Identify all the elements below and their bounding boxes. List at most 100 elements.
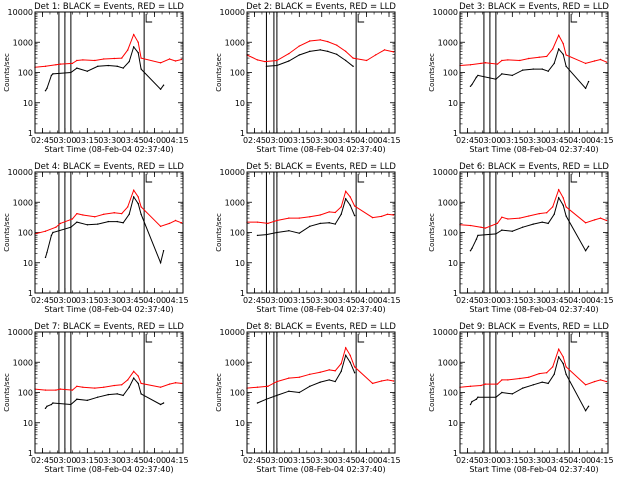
series-lld-point	[538, 56, 540, 58]
x-tick-label: 03:45	[546, 136, 569, 145]
x-tick-label: 04:00	[143, 296, 166, 305]
x-tick-label: 02:45	[456, 296, 479, 305]
series-lld-point	[340, 206, 342, 208]
series-events-point	[122, 394, 124, 397]
series-events-point	[97, 223, 99, 225]
series-events-point	[122, 67, 124, 69]
x-tick-label: 03:00	[53, 136, 76, 145]
x-tick-label: 04:15	[590, 456, 613, 465]
series-events-point	[553, 213, 555, 215]
series-lld-point	[180, 222, 183, 224]
series-events-point	[469, 403, 472, 406]
series-lld-point	[565, 206, 567, 208]
series-events-point	[557, 356, 560, 358]
series-events-point	[52, 73, 54, 75]
series-events-point	[477, 74, 479, 77]
series-lld-point	[501, 59, 503, 62]
series-events-point	[469, 250, 472, 252]
y-tick-label: 10000	[433, 8, 458, 17]
y-tick-label: 1000	[438, 198, 458, 207]
series-events-point	[309, 385, 311, 388]
series-events-line	[45, 195, 165, 265]
y-tick-label: 1	[453, 129, 458, 138]
series-events-point	[340, 213, 342, 215]
y-tick-label: 10	[448, 419, 458, 428]
y-axis-label: Counts/sec	[428, 373, 436, 412]
panel-det-8: Det 8: BLACK = Events, RED = LLD 1 10 100 10…	[215, 322, 401, 474]
panel-det-5: Det 5: BLACK = Events, RED = LLD 1 10 100 10…	[215, 162, 401, 314]
series-lld-point	[593, 219, 596, 221]
series-lld-point	[519, 59, 521, 62]
series-lld-point	[484, 62, 487, 64]
x-tick-label: 03:30	[98, 296, 121, 305]
y-tick-label: 1	[453, 289, 458, 298]
series-lld-point	[103, 213, 105, 215]
series-events-point	[522, 387, 524, 389]
series-lld-point	[349, 354, 351, 356]
series-lld-point	[159, 386, 162, 388]
x-tick-label: 04:15	[590, 296, 613, 305]
x-tick-label: 03:45	[333, 136, 356, 145]
series-lld-point	[501, 216, 503, 218]
end-flag-mark	[570, 334, 578, 343]
x-axis-label: Start Time (08-Feb-04 02:37:40)	[256, 465, 385, 474]
series-events-point	[107, 393, 109, 396]
series-lld-point	[113, 384, 115, 387]
series-lld-line	[34, 370, 182, 391]
y-tick-label: 1	[28, 289, 33, 298]
y-tick-label: 1000	[438, 358, 458, 367]
series-lld-point	[267, 385, 269, 388]
series-events-point	[587, 80, 590, 83]
y-tick-label: 100	[443, 389, 458, 398]
series-events-point	[511, 393, 514, 395]
series-lld-point	[469, 385, 472, 388]
series-lld-point	[288, 52, 290, 55]
series-events-point	[107, 220, 109, 223]
series-events-point	[541, 381, 543, 383]
y-tick-label: 10	[448, 99, 458, 108]
x-tick-label: 03:30	[310, 136, 333, 145]
series-lld-point	[180, 382, 183, 385]
x-tick-label: 03:00	[265, 456, 288, 465]
series-lld-point	[565, 366, 567, 368]
y-tick-label: 1	[240, 289, 245, 298]
series-lld-point	[82, 386, 84, 388]
series-lld-point	[507, 218, 509, 220]
series-lld-point	[507, 59, 509, 61]
x-tick-label: 04:00	[143, 456, 166, 465]
series-lld-point	[519, 217, 521, 219]
series-events-point	[298, 54, 301, 56]
x-tick-label: 04:00	[568, 456, 591, 465]
series-lld-point	[59, 222, 62, 225]
series-events-point	[265, 65, 268, 68]
y-tick-label: 10000	[8, 8, 33, 17]
series-events-point	[288, 229, 290, 232]
series-lld-point	[309, 216, 311, 218]
series-events-line	[470, 196, 590, 252]
panel-det-2: Det 2: BLACK = Events, RED = LLD 1 10 100 10…	[215, 2, 401, 154]
series-lld-point	[335, 44, 338, 46]
series-events-point	[256, 234, 259, 237]
series-events-point	[319, 49, 321, 51]
series-lld-point	[94, 387, 96, 389]
series-lld-point	[256, 59, 259, 61]
series-lld-point	[288, 377, 290, 379]
x-tick-label: 04:00	[355, 456, 378, 465]
y-tick-label: 1000	[13, 38, 33, 47]
series-events-point	[553, 373, 555, 375]
series-events-point	[353, 372, 356, 374]
series-events-point	[471, 400, 473, 403]
series-events-point	[132, 46, 135, 48]
series-lld-point	[383, 49, 386, 51]
series-events-point	[344, 354, 347, 356]
x-tick-label: 03:30	[523, 136, 546, 145]
x-tick-label: 03:15	[76, 136, 99, 145]
series-lld-point	[584, 222, 587, 224]
series-lld-point	[484, 383, 487, 385]
series-lld-point	[327, 40, 329, 43]
series-events-point	[340, 370, 342, 373]
x-axis-label: Start Time (08-Feb-04 02:37:40)	[44, 465, 173, 474]
series-events-point	[162, 402, 165, 404]
plot-frame	[459, 11, 609, 134]
y-tick-label: 100	[18, 69, 33, 78]
